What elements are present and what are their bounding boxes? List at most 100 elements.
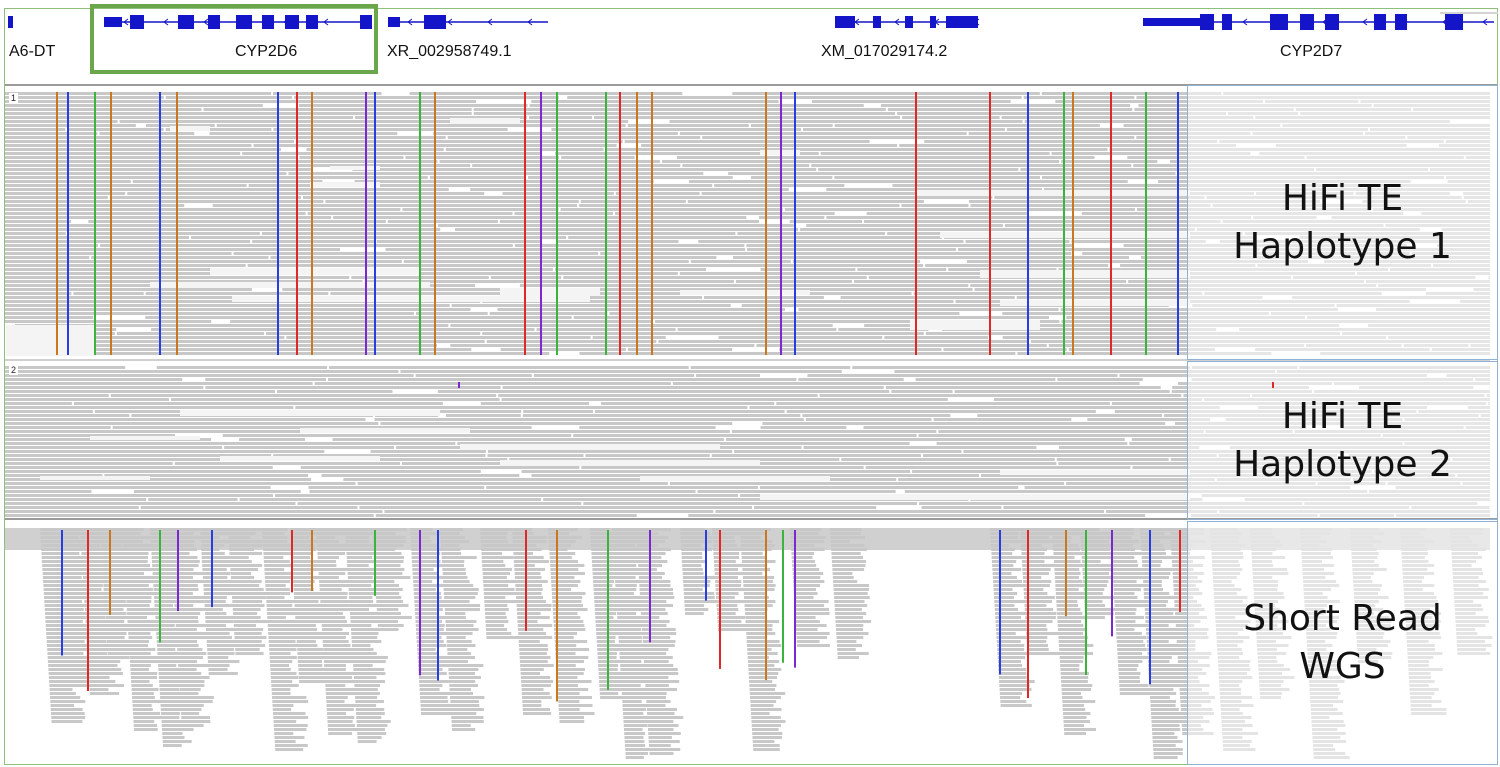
short-read — [751, 724, 782, 727]
short-read — [1060, 676, 1089, 679]
gene-label-cyp2d6[interactable]: CYP2D6 — [235, 43, 298, 60]
short-read — [131, 688, 159, 691]
short-read — [157, 656, 182, 659]
short-read — [61, 588, 95, 591]
read — [343, 478, 745, 481]
short-read — [159, 688, 180, 691]
short-read — [484, 600, 518, 603]
short-read — [796, 628, 818, 631]
short-read — [751, 720, 786, 723]
read — [5, 240, 251, 243]
short-read — [265, 592, 291, 595]
short-read — [65, 660, 96, 663]
short-read — [556, 668, 585, 671]
short-read — [741, 552, 763, 555]
short-read — [618, 628, 642, 631]
short-read — [63, 624, 87, 627]
short-read — [640, 596, 675, 599]
short-read — [376, 596, 402, 599]
short-read — [1055, 592, 1092, 595]
read — [5, 216, 332, 219]
short-read — [130, 664, 151, 667]
short-read — [180, 696, 214, 699]
gene-label-xr-002958749[interactable]: XR_002958749.1 — [387, 43, 512, 60]
short-read — [67, 684, 102, 687]
short-read — [558, 700, 580, 703]
short-read — [992, 572, 1012, 575]
short-read — [516, 604, 552, 607]
xr-002958749-strand-arrow — [527, 18, 533, 23]
short-read — [202, 564, 233, 567]
short-read — [414, 604, 451, 607]
short-read — [521, 680, 554, 683]
short-read — [594, 600, 617, 603]
short-read — [267, 612, 303, 615]
cyp2d6-exon — [306, 15, 318, 29]
short-read — [272, 700, 309, 703]
read — [779, 348, 942, 351]
short-read — [321, 612, 343, 615]
short-read — [232, 608, 261, 611]
read — [308, 486, 485, 489]
read — [490, 276, 562, 279]
short-read — [559, 712, 595, 715]
read — [309, 490, 696, 493]
short-read — [1022, 564, 1057, 567]
short-read — [836, 628, 864, 631]
short-read — [63, 616, 86, 619]
short-read — [753, 748, 780, 751]
short-read — [596, 644, 630, 647]
short-read — [327, 712, 347, 715]
short-read — [172, 576, 194, 579]
short-read — [1146, 644, 1180, 647]
short-read — [265, 580, 290, 583]
gene-label-a6-dt[interactable]: A6-DT — [9, 43, 56, 60]
short-read — [159, 684, 186, 687]
short-read — [1114, 608, 1137, 611]
short-read — [317, 560, 336, 563]
short-read — [615, 584, 637, 587]
short-read — [1024, 608, 1054, 611]
read — [224, 446, 395, 449]
read — [5, 156, 298, 159]
short-read — [267, 616, 286, 619]
short-read — [993, 588, 1013, 591]
gene-label-cyp2d7[interactable]: CYP2D7 — [1280, 43, 1343, 60]
short-read — [441, 560, 465, 563]
short-read — [1147, 656, 1172, 659]
short-read — [124, 572, 145, 575]
short-read — [322, 644, 351, 647]
short-read — [996, 640, 1021, 643]
short-read — [102, 568, 136, 571]
short-read — [294, 600, 319, 603]
short-read — [415, 624, 445, 627]
gene-label-xm-017029174[interactable]: XM_017029174.2 — [821, 43, 948, 60]
short-read — [86, 644, 114, 647]
short-read — [713, 560, 736, 563]
xr-002958749-strand-arrow — [407, 18, 413, 23]
short-read — [295, 620, 324, 623]
read — [5, 116, 354, 119]
short-read — [1152, 744, 1176, 747]
read — [1061, 160, 1158, 163]
short-read — [1151, 716, 1187, 719]
short-read — [833, 588, 869, 591]
read — [5, 470, 481, 473]
read — [455, 228, 799, 231]
short-read — [105, 612, 127, 615]
short-read — [598, 676, 626, 679]
short-read — [272, 696, 307, 699]
read — [5, 406, 294, 409]
read — [749, 406, 1220, 409]
read — [880, 104, 1131, 107]
short-read — [750, 696, 781, 699]
short-read — [596, 628, 623, 631]
short-read — [348, 588, 384, 591]
short-read — [268, 632, 302, 635]
short-read — [1057, 616, 1086, 619]
short-read — [130, 668, 150, 671]
read — [5, 260, 402, 263]
read — [88, 220, 386, 223]
short-read — [323, 656, 359, 659]
